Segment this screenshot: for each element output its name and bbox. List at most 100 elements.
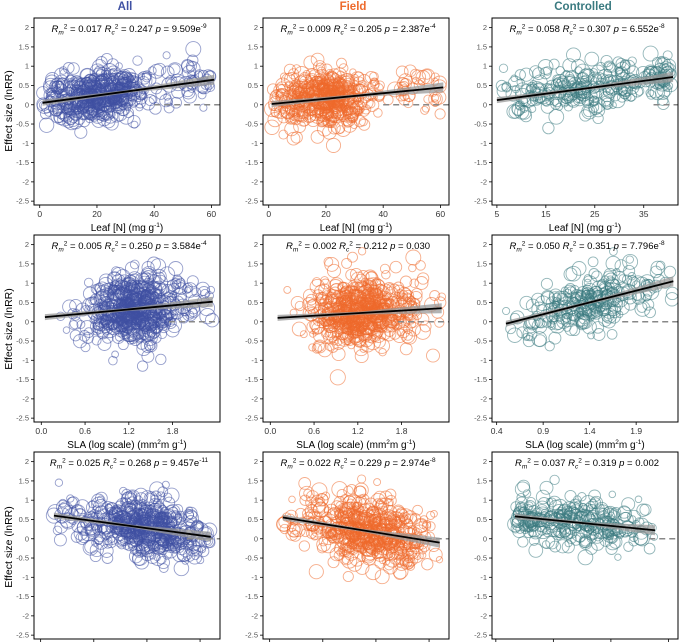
data-point bbox=[344, 106, 357, 120]
panel-all-row-2: 21.510.50-0.5-1-1.5-2-2.50.0 0.6 1.2 1.8SLA… bbox=[16, 234, 221, 451]
data-point bbox=[131, 499, 147, 515]
model-stats-part: = bbox=[302, 241, 313, 252]
data-point bbox=[531, 292, 545, 307]
data-point bbox=[417, 77, 426, 86]
data-point bbox=[164, 97, 174, 107]
data-point bbox=[603, 508, 618, 522]
data-point bbox=[374, 569, 390, 585]
data-point bbox=[435, 556, 444, 564]
x-tick-label: 15 bbox=[541, 209, 551, 219]
data-point bbox=[343, 485, 354, 496]
data-point bbox=[132, 280, 141, 290]
data-point bbox=[313, 501, 329, 518]
data-point bbox=[173, 280, 182, 288]
y-tick-label: 1.5 bbox=[477, 476, 487, 485]
data-point bbox=[529, 79, 538, 88]
data-point bbox=[601, 314, 617, 329]
data-point bbox=[569, 325, 581, 337]
y-tick-label: 0.5 bbox=[477, 515, 487, 524]
data-point bbox=[357, 474, 367, 484]
data-point bbox=[118, 108, 135, 125]
model-stats-part: = bbox=[576, 24, 587, 35]
data-point bbox=[614, 66, 623, 75]
regression-line bbox=[42, 78, 215, 104]
model-stats-part: R bbox=[509, 24, 516, 35]
data-point bbox=[545, 535, 559, 550]
x-tick-label: 60 bbox=[207, 209, 217, 219]
data-point bbox=[310, 130, 325, 144]
y-tick-label: -0.5 bbox=[16, 120, 29, 129]
data-point bbox=[306, 527, 317, 539]
y-tick-label: 2 bbox=[25, 457, 29, 466]
column-title-controlled: Controlled bbox=[554, 1, 612, 13]
data-point bbox=[331, 481, 348, 498]
data-point bbox=[535, 489, 551, 505]
x-axis-label-part: -1 bbox=[154, 222, 160, 229]
data-point bbox=[642, 45, 659, 62]
data-point bbox=[83, 327, 95, 338]
data-point bbox=[364, 70, 378, 84]
y-tick-label: -2 bbox=[22, 394, 29, 403]
confidence-band bbox=[42, 74, 215, 106]
data-point bbox=[89, 97, 102, 109]
y-tick-label: -0.5 bbox=[245, 554, 258, 563]
data-point bbox=[323, 318, 335, 330]
data-point bbox=[582, 105, 596, 118]
data-point bbox=[70, 530, 83, 543]
data-point bbox=[62, 326, 71, 334]
model-stats-part: 2 bbox=[115, 24, 119, 31]
data-point bbox=[615, 67, 626, 78]
data-point bbox=[585, 504, 599, 517]
data-point bbox=[359, 345, 368, 353]
x-tick-label: 0.4 bbox=[491, 426, 503, 436]
model-stats-part: 0.050 bbox=[536, 241, 560, 252]
data-point bbox=[614, 299, 630, 315]
model-stats-part: = bbox=[117, 458, 128, 469]
y-tick-label: -2 bbox=[251, 177, 258, 186]
data-point bbox=[128, 332, 143, 346]
data-point bbox=[558, 296, 574, 312]
model-stats-part: R bbox=[280, 458, 287, 469]
confidence-band bbox=[282, 514, 440, 548]
model-stats-part: 2 bbox=[573, 241, 577, 248]
data-point bbox=[316, 121, 333, 137]
x-axis-label: Leaf [N] (mg g-1) bbox=[549, 222, 621, 234]
data-point bbox=[353, 482, 369, 498]
data-point bbox=[141, 261, 155, 275]
model-stats-part: 0.250 bbox=[129, 241, 153, 252]
y-axis-ticks: 21.510.50-0.5-1-1.5-2-2.5 bbox=[16, 23, 34, 206]
data-point bbox=[426, 510, 436, 520]
data-point bbox=[93, 322, 105, 335]
model-stats-part: 9.457e bbox=[170, 458, 199, 469]
data-point bbox=[552, 498, 568, 515]
y-tick-label: 0 bbox=[483, 534, 487, 543]
data-point bbox=[297, 109, 306, 117]
model-stats-part: 0.025 bbox=[77, 458, 101, 469]
model-stats-part: 2 bbox=[522, 24, 526, 31]
data-point bbox=[286, 131, 301, 146]
data-point bbox=[434, 317, 445, 328]
panel-controlled-row-3: 21.510.50-0.5-1-1.5-2-2.50.91.21.51.8Lea… bbox=[474, 451, 679, 644]
data-point bbox=[349, 501, 360, 512]
data-point bbox=[303, 488, 313, 498]
model-stats-part: 2 bbox=[349, 241, 353, 248]
data-point bbox=[372, 294, 387, 308]
data-point bbox=[348, 288, 360, 300]
data-point bbox=[285, 527, 299, 541]
regression-line bbox=[496, 76, 674, 102]
data-point bbox=[143, 340, 154, 351]
data-point bbox=[89, 550, 102, 563]
data-point bbox=[528, 312, 544, 329]
model-stats-part: c bbox=[569, 247, 573, 254]
y-tick-label: -0.5 bbox=[245, 120, 258, 129]
model-stats-part: 2.387e bbox=[401, 24, 430, 35]
data-point bbox=[622, 253, 639, 270]
data-point bbox=[402, 330, 413, 341]
model-stats-part: R bbox=[280, 24, 287, 35]
x-tick-label: 1.9 bbox=[630, 426, 642, 436]
data-point bbox=[616, 506, 633, 522]
data-point bbox=[595, 504, 611, 520]
x-tick-label: 1.8 bbox=[167, 426, 179, 436]
data-point bbox=[66, 494, 75, 503]
